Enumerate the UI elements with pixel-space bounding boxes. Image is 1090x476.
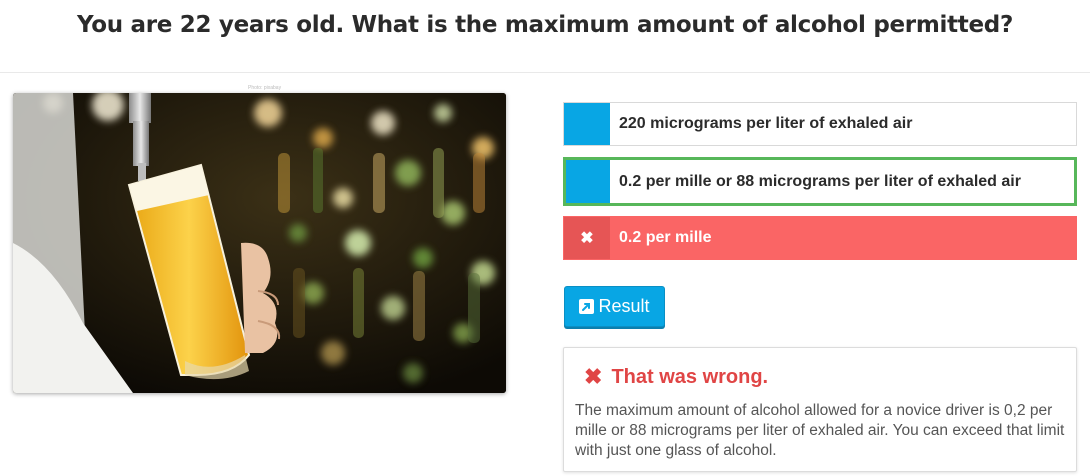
answer-marker: [564, 103, 610, 145]
wrong-x-icon: ✖: [580, 230, 594, 247]
beer-photo-image: [13, 93, 506, 393]
result-button-label: Result: [598, 296, 650, 316]
answer-option-1[interactable]: 220 micrograms per liter of exhaled air: [563, 102, 1077, 146]
error-x-icon: ✖: [584, 364, 603, 389]
answer-label: 220 micrograms per liter of exhaled air: [619, 115, 913, 132]
question-title: You are 22 years old. What is the maximu…: [76, 12, 1013, 38]
photo-credit: Photo: pixabay: [248, 85, 282, 91]
external-link-icon: [579, 299, 595, 314]
question-header: You are 22 years old. What is the maximu…: [0, 0, 1090, 73]
answer-option-2[interactable]: 0.2 per mille or 88 micrograms per liter…: [563, 157, 1077, 206]
feedback-explanation: The maximum amount of alcohol allowed fo…: [575, 402, 1065, 459]
answer-label: 0.2 per mille: [619, 229, 712, 246]
answer-marker: ✖: [564, 217, 610, 259]
answer-label: 0.2 per mille or 88 micrograms per liter…: [619, 172, 1021, 190]
beer-photo: [13, 93, 506, 393]
result-button[interactable]: Result: [564, 286, 665, 327]
feedback-title: ✖ That was wrong.: [584, 364, 768, 390]
feedback-title-text: That was wrong.: [611, 365, 769, 388]
feedback-box: ✖ That was wrong. The maximum amount of …: [563, 347, 1077, 472]
answer-marker: [566, 160, 610, 203]
answer-option-3[interactable]: ✖ 0.2 per mille: [563, 216, 1077, 260]
